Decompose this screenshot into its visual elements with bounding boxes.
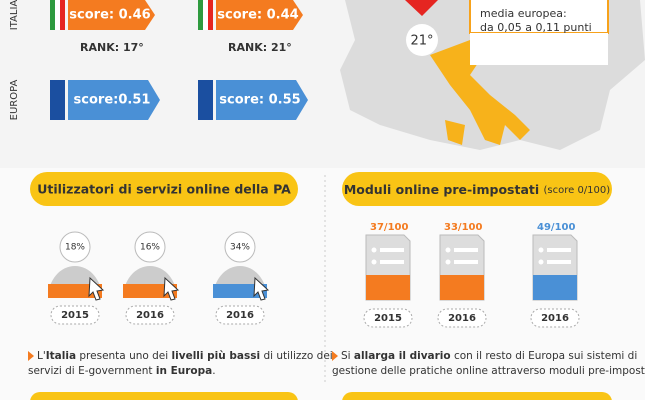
score-value: 49/100 [537,222,575,233]
score-arrow [68,80,160,120]
year-pill [363,308,413,328]
year-pill [215,305,265,325]
form-line [454,260,478,264]
form-dot [445,247,451,253]
body-fill [48,284,102,298]
map-rank: 21° [410,34,433,49]
italy-flag [60,0,65,30]
items: 18% 2015 16% 2016 34% 2016 37/100 2015 33/100 201… [48,222,580,328]
year: 2016 [136,310,164,321]
note-segment: Si [341,350,354,362]
note-segment: gestione delle pratiche online attravers… [332,365,645,377]
note-segment: L' [37,350,46,362]
year: 2016 [226,310,254,321]
head [59,231,91,263]
header-pill [342,172,612,206]
cursor [88,276,105,301]
note-segment: servizi di E-government [28,365,156,377]
form-dot [371,259,377,265]
eu-flag [198,80,213,120]
head [224,231,256,263]
score-columns: score: 0.46 RANK: 17° score:0.51 score: 0.4… [50,0,308,120]
callout-box-lower [470,33,608,65]
cursor [163,276,180,301]
note-segment: con il resto di Europa sui sistemi di [451,350,638,362]
europa-score: score: 0.55 [219,93,300,108]
head [134,231,166,263]
italia-score: score: 0.44 [217,8,298,23]
year: 2015 [61,310,89,321]
header-pill [342,392,612,400]
italy-map [430,40,530,145]
italy-flag [55,0,60,30]
rank-circle [406,24,438,56]
form-line [547,260,571,264]
form-line [380,248,404,252]
score-arrow [216,80,308,120]
form-dot [371,247,377,253]
score-value: 33/100 [444,222,482,233]
callout-text: media europea: [480,7,567,20]
note: servizi di E-government in Europa. [28,365,216,377]
percent: 18% [65,243,85,253]
note-segment: presenta uno dei [76,350,171,362]
rank: RANK: 21° [228,41,292,54]
year-pill [437,308,487,328]
note-segment: livelli più bassi [172,350,261,362]
score-value: 37/100 [370,222,408,233]
percent: 34% [230,243,250,253]
document-fill [440,275,484,300]
form-dot [538,247,544,253]
right-title: Moduli online pre-impostati (score 0/100… [344,182,610,197]
score-arrow [216,0,303,30]
note-segment: di utilizzo dei [260,350,333,362]
note: Si allarga il divario con il resto di Eu… [341,350,637,362]
form-dot [538,259,544,265]
italia-score: score: 0.46 [69,8,150,23]
year: 2015 [374,313,402,324]
note-segment: . [212,365,215,377]
year-pill [530,308,580,328]
left-title: Utilizzatori di servizi online della PA [37,182,291,197]
rank: RANK: 17° [80,41,144,54]
document-fill [366,275,410,300]
cursor [253,276,270,301]
note: gestione delle pratiche online attravers… [332,365,645,377]
italia-label: ITALIA [9,0,20,30]
callout-text: da 0,05 a 0,11 punti [480,21,592,34]
header-pill [30,392,298,400]
body-fill [123,284,177,298]
form-line [380,260,404,264]
year-pill [50,305,100,325]
form-line [454,248,478,252]
document-fill [533,275,577,300]
bullet [332,351,338,361]
map-marker [405,0,438,16]
header-pill [30,172,298,206]
note-segment: Italia [46,350,76,362]
body-fill [213,284,267,298]
eu-flag [50,80,65,120]
europa-score: score:0.51 [74,93,151,108]
italy-flag [203,0,208,30]
note-segment: allarga il divario [354,350,451,362]
form-line [547,248,571,252]
year: 2016 [541,313,569,324]
note-segment: in Europa [156,365,212,377]
callout-box [469,0,609,34]
form-dot [445,259,451,265]
europa-label: EUROPA [9,80,20,121]
year: 2016 [448,313,476,324]
percent: 16% [140,243,160,253]
score-arrow [68,0,155,30]
notes: L'Italia presenta uno dei livelli più ba… [28,350,645,377]
italy-flag [208,0,213,30]
italy-flag [198,0,203,30]
note: L'Italia presenta uno dei livelli più ba… [37,350,333,362]
italy-flag [50,0,55,30]
year-pill [125,305,175,325]
bullet [28,351,34,361]
